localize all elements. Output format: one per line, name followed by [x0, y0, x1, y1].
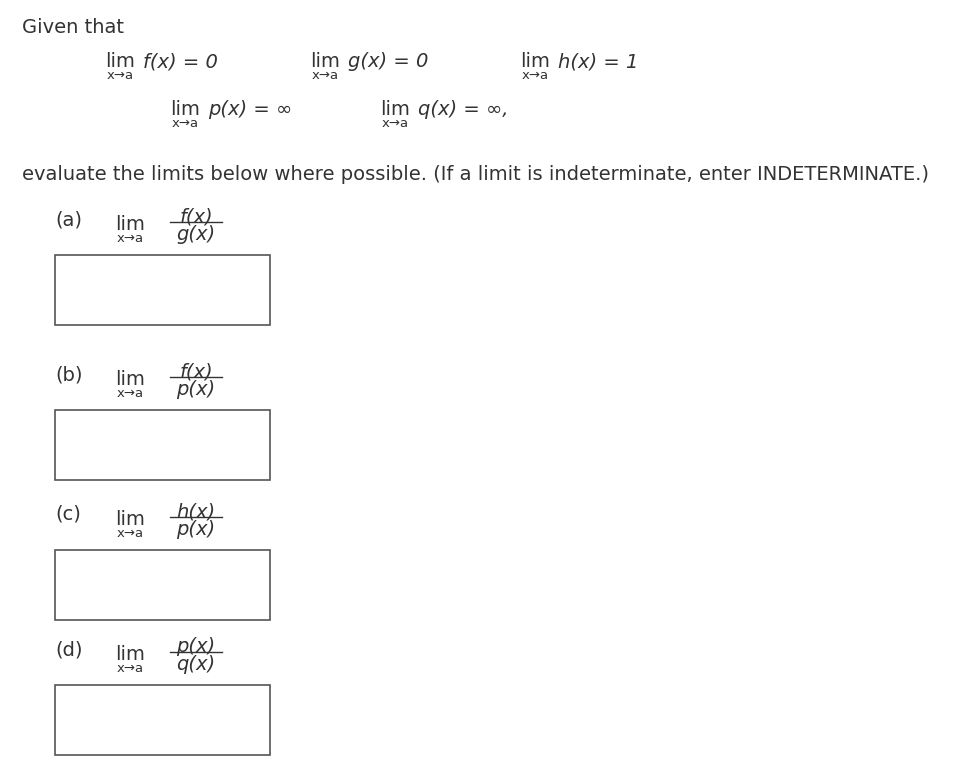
Text: Given that: Given that	[22, 18, 124, 37]
Text: (c): (c)	[55, 505, 80, 524]
Bar	[55, 685, 269, 755]
Text: p(x): p(x)	[176, 637, 215, 656]
Text: x→a: x→a	[117, 662, 144, 675]
Text: q(x) = ∞,: q(x) = ∞,	[418, 100, 508, 119]
Text: (a): (a)	[55, 210, 82, 229]
Text: f(x): f(x)	[179, 362, 212, 381]
Text: (d): (d)	[55, 640, 82, 659]
Text: f(x): f(x)	[179, 207, 212, 226]
Text: x→a: x→a	[117, 527, 144, 540]
Text: x→a: x→a	[172, 117, 199, 130]
Text: x→a: x→a	[117, 387, 144, 400]
Text: x→a: x→a	[521, 69, 548, 82]
Text: lim: lim	[310, 52, 339, 71]
Text: g(x): g(x)	[176, 225, 215, 244]
Text: lim: lim	[170, 100, 200, 119]
Text: lim: lim	[105, 52, 135, 71]
Bar	[55, 255, 269, 325]
Text: p(x) = ∞: p(x) = ∞	[207, 100, 292, 119]
Text: evaluate the limits below where possible. (If a limit is indeterminate, enter IN: evaluate the limits below where possible…	[22, 165, 928, 184]
Text: g(x) = 0: g(x) = 0	[348, 52, 428, 71]
Text: lim: lim	[115, 645, 144, 664]
Text: lim: lim	[519, 52, 549, 71]
Text: q(x): q(x)	[176, 655, 215, 674]
Bar	[55, 550, 269, 620]
Text: lim: lim	[380, 100, 410, 119]
Text: h(x) = 1: h(x) = 1	[557, 52, 638, 71]
Text: x→a: x→a	[382, 117, 409, 130]
Text: p(x): p(x)	[176, 380, 215, 399]
Text: p(x): p(x)	[176, 520, 215, 539]
Bar	[55, 410, 269, 480]
Text: lim: lim	[115, 370, 144, 389]
Text: x→a: x→a	[107, 69, 134, 82]
Text: lim: lim	[115, 510, 144, 529]
Text: (b): (b)	[55, 365, 82, 384]
Text: x→a: x→a	[312, 69, 339, 82]
Text: f(x) = 0: f(x) = 0	[142, 52, 218, 71]
Text: lim: lim	[115, 215, 144, 234]
Text: h(x): h(x)	[176, 502, 215, 521]
Text: x→a: x→a	[117, 232, 144, 245]
